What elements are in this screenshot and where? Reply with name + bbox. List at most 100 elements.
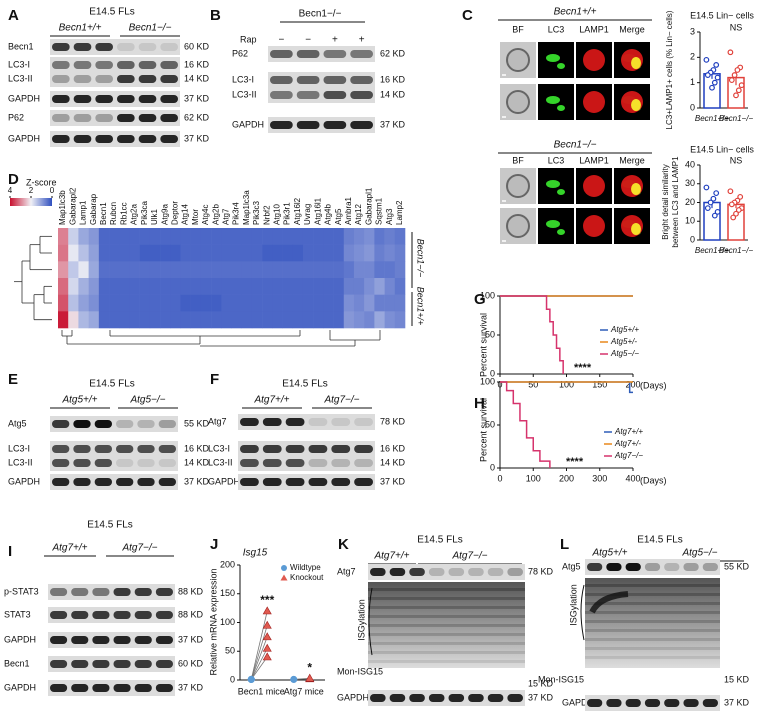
heatmap-cell bbox=[251, 294, 263, 312]
row-group-label: Becn1+/+ bbox=[416, 287, 426, 326]
heatmap-cell bbox=[364, 244, 375, 262]
size-label: 37 KD bbox=[724, 697, 750, 707]
blot-band bbox=[702, 699, 718, 707]
x-tick-label: 100 bbox=[559, 379, 574, 389]
merge-signal bbox=[631, 99, 641, 111]
size-label: 60 KD bbox=[184, 41, 210, 51]
x-tick-label: 200 bbox=[625, 379, 640, 389]
heatmap-cell bbox=[78, 261, 89, 279]
heatmap-cell bbox=[272, 228, 283, 245]
row-label: Atg7 bbox=[208, 416, 227, 426]
blot-band bbox=[428, 568, 445, 576]
cell-outline bbox=[506, 174, 530, 198]
blot-band bbox=[73, 445, 91, 453]
legend-label: Knockout bbox=[290, 573, 324, 582]
blot-band bbox=[448, 694, 465, 702]
heatmap-cell bbox=[333, 261, 345, 279]
size-label: 16 KD bbox=[380, 443, 406, 453]
blot-band bbox=[428, 694, 445, 702]
heatmap-cell bbox=[333, 278, 345, 295]
heatmap-cell bbox=[119, 244, 130, 262]
heatmap-cell bbox=[394, 261, 406, 279]
heatmap-cell bbox=[109, 261, 120, 279]
row-label: GAPDH bbox=[4, 634, 36, 644]
y-tick-label: 1 bbox=[690, 77, 695, 87]
heatmap-cell bbox=[58, 228, 69, 245]
blot-band bbox=[52, 95, 70, 103]
heatmap-cell bbox=[180, 294, 191, 312]
heatmap-cell bbox=[221, 311, 232, 329]
panel-title: E14.5 FLs bbox=[417, 535, 463, 546]
heatmap-cell bbox=[231, 261, 243, 279]
bracket bbox=[368, 587, 373, 656]
blot-strip bbox=[268, 117, 375, 133]
heatmap-cell bbox=[180, 311, 191, 329]
blot-band bbox=[92, 660, 110, 668]
blot-band bbox=[137, 420, 155, 428]
panel-title: E14.5 FLs bbox=[282, 379, 328, 390]
heatmap-cell bbox=[68, 261, 79, 279]
x-tick-label: Becn1−/− bbox=[719, 114, 754, 123]
column-label: Ulk1 bbox=[150, 208, 159, 225]
heatmap-cell bbox=[343, 261, 355, 279]
lc3-signal bbox=[546, 220, 560, 228]
x-tick-label: 0 bbox=[497, 473, 502, 483]
data-point bbox=[704, 205, 711, 212]
smear-band bbox=[368, 624, 525, 627]
blot-band bbox=[270, 91, 293, 99]
heatmap-cell bbox=[333, 311, 345, 329]
size-label: 37 KD bbox=[528, 692, 554, 702]
column-label: Sqstm1 bbox=[375, 197, 384, 225]
data-point bbox=[730, 214, 737, 221]
survival-curve bbox=[500, 295, 564, 374]
heatmap-cell bbox=[88, 294, 100, 312]
blot-band bbox=[52, 135, 70, 143]
heatmap-cell bbox=[251, 261, 263, 279]
heatmap-cell bbox=[302, 244, 314, 262]
size-label: 16 KD bbox=[380, 74, 406, 84]
blot-band bbox=[262, 478, 282, 486]
column-label: Pik3c3 bbox=[252, 200, 261, 225]
blot-band bbox=[155, 684, 173, 692]
heatmap-cell bbox=[364, 278, 375, 295]
heatmap-cell bbox=[200, 261, 212, 279]
blot-band bbox=[354, 478, 373, 486]
data-point bbox=[735, 87, 742, 94]
blot-strip bbox=[268, 87, 375, 103]
lc3-signal bbox=[557, 189, 565, 195]
lc3-signal bbox=[546, 180, 560, 188]
heatmap-cell bbox=[282, 311, 294, 329]
blot-band bbox=[138, 114, 157, 122]
heatmap-cell bbox=[384, 228, 396, 245]
heatmap-cell bbox=[129, 278, 140, 295]
heatmap-cell bbox=[78, 294, 89, 312]
heatmap-cell bbox=[200, 278, 212, 295]
heatmap-cell bbox=[109, 244, 120, 262]
lane-label: + bbox=[359, 35, 365, 46]
lane-label: − bbox=[305, 35, 311, 46]
data-point bbox=[731, 72, 738, 78]
column-label: Deptor bbox=[170, 201, 179, 225]
blot-band bbox=[702, 563, 718, 571]
row-label: GAPDH bbox=[337, 692, 369, 702]
heatmap-cell bbox=[160, 228, 171, 245]
column-label: Atg5 bbox=[334, 208, 343, 225]
blot-band bbox=[73, 478, 91, 486]
blot-band bbox=[117, 43, 135, 51]
heatmap-cell bbox=[221, 278, 232, 295]
blot-band bbox=[138, 61, 157, 69]
heatmap-cell bbox=[241, 228, 253, 245]
legend-label: Atg7−/− bbox=[614, 451, 643, 460]
channel-label: LC3 bbox=[548, 24, 565, 34]
heatmap-cell bbox=[282, 228, 294, 245]
merge-signal bbox=[631, 57, 641, 69]
y-tick-label: 3 bbox=[690, 26, 695, 36]
blot-band bbox=[158, 420, 176, 428]
blot-band bbox=[95, 43, 113, 51]
heatmap-cell bbox=[302, 261, 314, 279]
heatmap-cell bbox=[302, 278, 314, 295]
y-tick-label: 200 bbox=[220, 559, 235, 569]
smear-band bbox=[585, 611, 720, 614]
pair-line bbox=[250, 656, 268, 680]
